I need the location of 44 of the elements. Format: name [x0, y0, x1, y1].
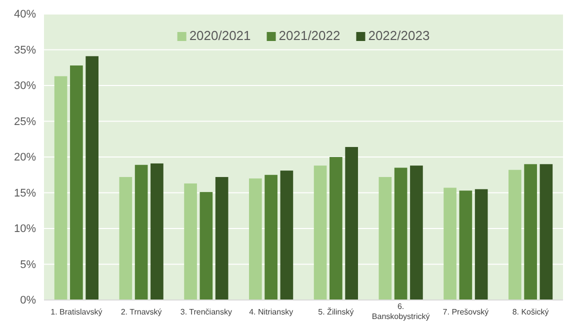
legend-label: 2022/2023	[368, 28, 430, 43]
bar	[86, 56, 98, 300]
bar	[215, 177, 228, 300]
y-tick-label: 25%	[14, 116, 36, 128]
y-tick-label: 5%	[20, 258, 36, 271]
y-tick-label: 10%	[14, 223, 36, 236]
bar	[330, 157, 342, 300]
bar	[345, 146, 358, 300]
bar	[150, 163, 164, 300]
x-tick-label: 1. Bratislavský	[50, 308, 102, 317]
legend-label: 2020/2021	[189, 28, 251, 43]
bar	[134, 164, 148, 300]
bar	[540, 164, 553, 300]
x-tick-label: 7. Prešovský	[442, 308, 489, 317]
x-tick-label: 8. Košický	[512, 308, 549, 317]
x-tick-label: 3. Trenčiansky	[180, 308, 232, 317]
bar	[524, 164, 537, 300]
bar	[459, 190, 472, 300]
y-tick-label: 15%	[14, 187, 36, 200]
legend-label: 2021/2022	[278, 28, 340, 43]
bar	[474, 189, 488, 300]
x-tick-label: 4. Nitriansky	[249, 308, 294, 317]
bar	[184, 183, 197, 300]
bar	[200, 192, 213, 300]
y-tick-label: 35%	[14, 44, 36, 56]
bar	[394, 168, 408, 300]
bar	[410, 166, 423, 300]
bar	[444, 188, 456, 300]
bar	[280, 170, 294, 300]
bar	[249, 178, 262, 300]
bar	[70, 65, 83, 300]
x-tick-label: 6. Banskobystrický	[372, 302, 430, 321]
bar	[119, 177, 132, 300]
y-tick-label: 40%	[14, 8, 36, 21]
bar	[378, 177, 392, 300]
bar	[264, 174, 278, 300]
bar	[508, 170, 522, 300]
bar	[314, 166, 327, 300]
y-tick-label: 30%	[14, 80, 36, 92]
y-tick-label: 0%	[20, 294, 36, 307]
bar	[54, 76, 68, 300]
x-tick-label: 5. Žilinský	[318, 308, 354, 317]
x-tick-label: 2. Trnavský	[120, 308, 162, 317]
y-tick-label: 20%	[14, 152, 36, 164]
